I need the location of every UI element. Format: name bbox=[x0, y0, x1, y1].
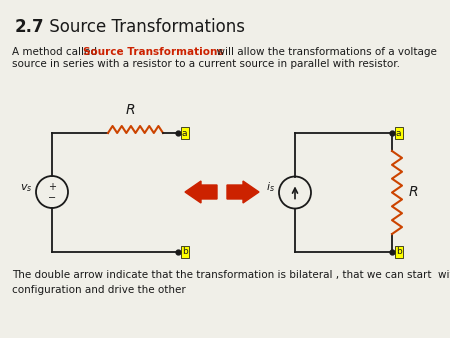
Text: $R$: $R$ bbox=[408, 186, 419, 199]
Text: will allow the transformations of a voltage: will allow the transformations of a volt… bbox=[210, 47, 437, 57]
Text: Source Transformations: Source Transformations bbox=[83, 47, 224, 57]
Text: a: a bbox=[396, 128, 401, 138]
Text: +: + bbox=[48, 182, 56, 192]
Text: Source Transformations: Source Transformations bbox=[44, 18, 245, 36]
Text: b: b bbox=[182, 247, 188, 257]
Text: a: a bbox=[182, 128, 188, 138]
Text: −: − bbox=[48, 193, 56, 203]
Text: b: b bbox=[396, 247, 402, 257]
Text: The double arrow indicate that the transformation is bilateral , that we can sta: The double arrow indicate that the trans… bbox=[12, 270, 450, 295]
Text: $R$: $R$ bbox=[125, 103, 135, 117]
FancyArrow shape bbox=[227, 181, 259, 203]
FancyArrow shape bbox=[185, 181, 217, 203]
Text: 2.7: 2.7 bbox=[15, 18, 45, 36]
Text: A method called: A method called bbox=[12, 47, 100, 57]
Text: $i_s$: $i_s$ bbox=[266, 180, 275, 194]
Text: $v_s$: $v_s$ bbox=[19, 182, 32, 194]
Text: source in series with a resistor to a current source in parallel with resistor.: source in series with a resistor to a cu… bbox=[12, 59, 400, 69]
